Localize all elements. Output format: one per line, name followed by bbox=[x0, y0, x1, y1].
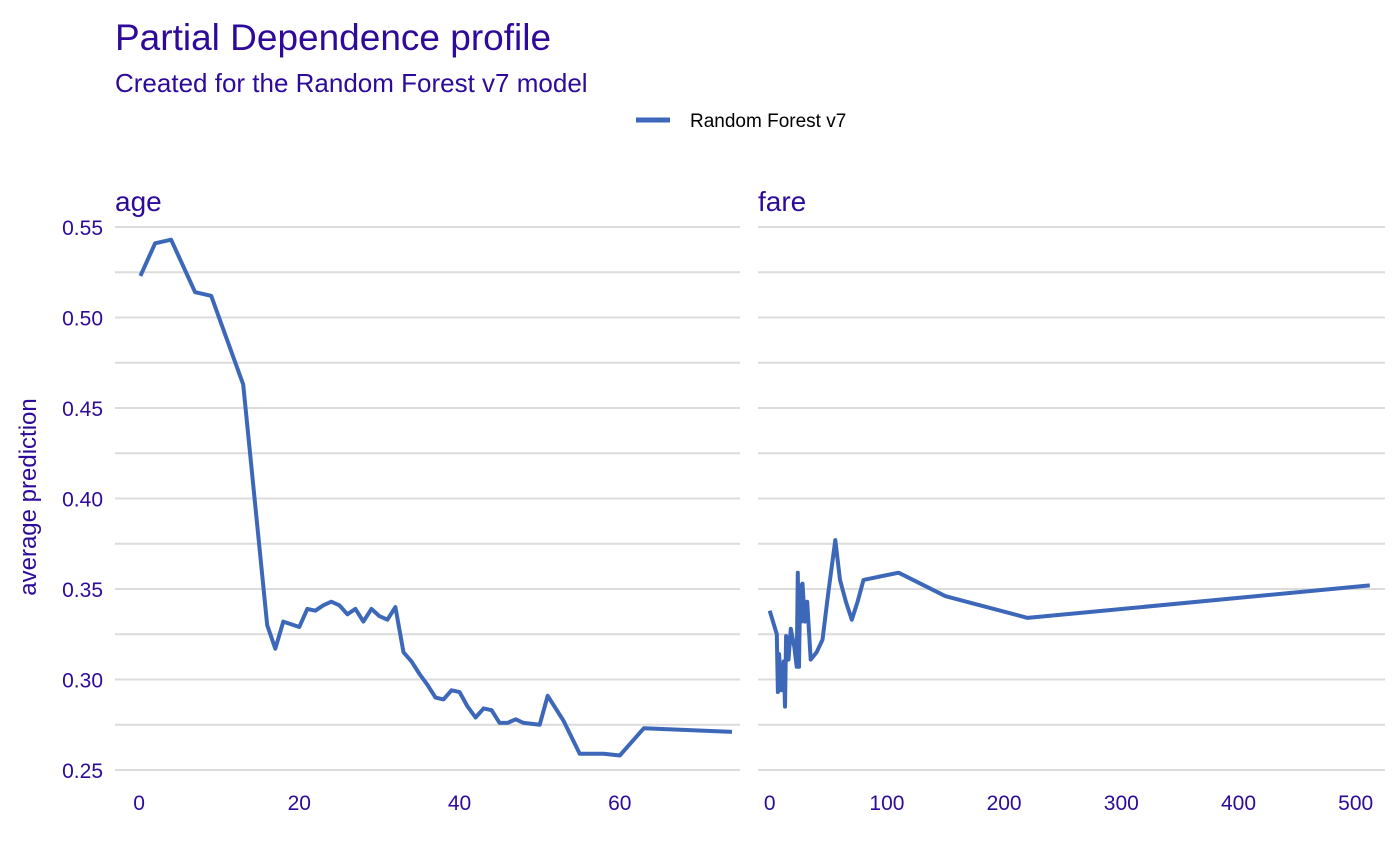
legend: Random Forest v7 bbox=[636, 111, 846, 132]
facet-label: fare bbox=[758, 186, 806, 217]
y-tick-label: 0.55 bbox=[62, 217, 103, 240]
x-tick-label: 400 bbox=[1221, 792, 1256, 815]
x-tick-label: 20 bbox=[288, 792, 311, 815]
y-tick-label: 0.30 bbox=[62, 669, 103, 692]
panel-fare: fare 0 100 200 300 400 500 bbox=[758, 186, 1385, 815]
legend-label: Random Forest v7 bbox=[690, 111, 846, 132]
x-tick-label: 200 bbox=[987, 792, 1022, 815]
x-tick-label: 300 bbox=[1104, 792, 1139, 815]
chart-title: Partial Dependence profile bbox=[115, 17, 551, 58]
chart-subtitle: Created for the Random Forest v7 model bbox=[115, 68, 588, 98]
y-tick-label: 0.45 bbox=[62, 398, 103, 421]
x-tick-label: 0 bbox=[133, 792, 145, 815]
series-line-random-forest-v7 bbox=[138, 237, 733, 758]
y-axis-label: average prediction bbox=[15, 398, 42, 595]
y-tick-label: 0.35 bbox=[62, 579, 103, 602]
x-tick-label: 40 bbox=[448, 792, 471, 815]
y-tick-label: 0.25 bbox=[62, 760, 103, 783]
y-tick-label: 0.40 bbox=[62, 489, 103, 512]
x-tick-label: 500 bbox=[1338, 792, 1373, 815]
y-tick-label: 0.50 bbox=[62, 308, 103, 331]
x-tick-label: 100 bbox=[869, 792, 904, 815]
x-tick-label: 0 bbox=[764, 792, 776, 815]
x-tick-label: 60 bbox=[608, 792, 631, 815]
panel-age: age 0.25 0.30 0.35 0.40 0.45 0.50 0.55 0 20 40 60 bbox=[62, 186, 740, 815]
facet-label: age bbox=[115, 186, 162, 217]
series-line-random-forest-v7 bbox=[767, 538, 1370, 709]
